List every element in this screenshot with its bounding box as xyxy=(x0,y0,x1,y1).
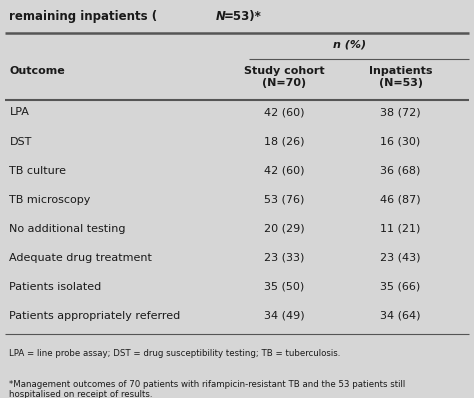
Text: 34 (49): 34 (49) xyxy=(264,311,305,321)
Text: 35 (50): 35 (50) xyxy=(264,282,304,292)
Text: Study cohort
(N=70): Study cohort (N=70) xyxy=(244,66,325,88)
Text: Inpatients
(N=53): Inpatients (N=53) xyxy=(369,66,432,88)
Text: 23 (43): 23 (43) xyxy=(380,253,421,263)
Text: Patients appropriately referred: Patients appropriately referred xyxy=(9,311,181,321)
Text: TB microscopy: TB microscopy xyxy=(9,195,91,205)
Text: Adequate drug treatment: Adequate drug treatment xyxy=(9,253,152,263)
Text: 16 (30): 16 (30) xyxy=(381,137,420,146)
Text: 35 (66): 35 (66) xyxy=(381,282,420,292)
Text: remaining inpatients (: remaining inpatients ( xyxy=(9,10,157,23)
Text: n (%): n (%) xyxy=(333,40,366,50)
Text: 53 (76): 53 (76) xyxy=(264,195,305,205)
Text: N: N xyxy=(216,10,226,23)
Text: Outcome: Outcome xyxy=(9,66,65,76)
Text: LPA = line probe assay; DST = drug susceptibility testing; TB = tuberculosis.: LPA = line probe assay; DST = drug susce… xyxy=(9,349,341,358)
Text: 46 (87): 46 (87) xyxy=(380,195,421,205)
Text: TB culture: TB culture xyxy=(9,166,66,176)
Text: 34 (64): 34 (64) xyxy=(380,311,421,321)
Text: 20 (29): 20 (29) xyxy=(264,224,305,234)
Text: *Management outcomes of 70 patients with rifampicin-resistant TB and the 53 pati: *Management outcomes of 70 patients with… xyxy=(9,380,406,398)
Text: 42 (60): 42 (60) xyxy=(264,107,305,117)
Text: DST: DST xyxy=(9,137,32,146)
Text: 11 (21): 11 (21) xyxy=(380,224,421,234)
Text: 42 (60): 42 (60) xyxy=(264,166,305,176)
Text: 23 (33): 23 (33) xyxy=(264,253,305,263)
Text: Patients isolated: Patients isolated xyxy=(9,282,102,292)
Text: 36 (68): 36 (68) xyxy=(380,166,421,176)
Text: No additional testing: No additional testing xyxy=(9,224,126,234)
Text: LPA: LPA xyxy=(9,107,29,117)
Text: =53)*: =53)* xyxy=(224,10,262,23)
Text: 18 (26): 18 (26) xyxy=(264,137,305,146)
Text: 38 (72): 38 (72) xyxy=(380,107,421,117)
